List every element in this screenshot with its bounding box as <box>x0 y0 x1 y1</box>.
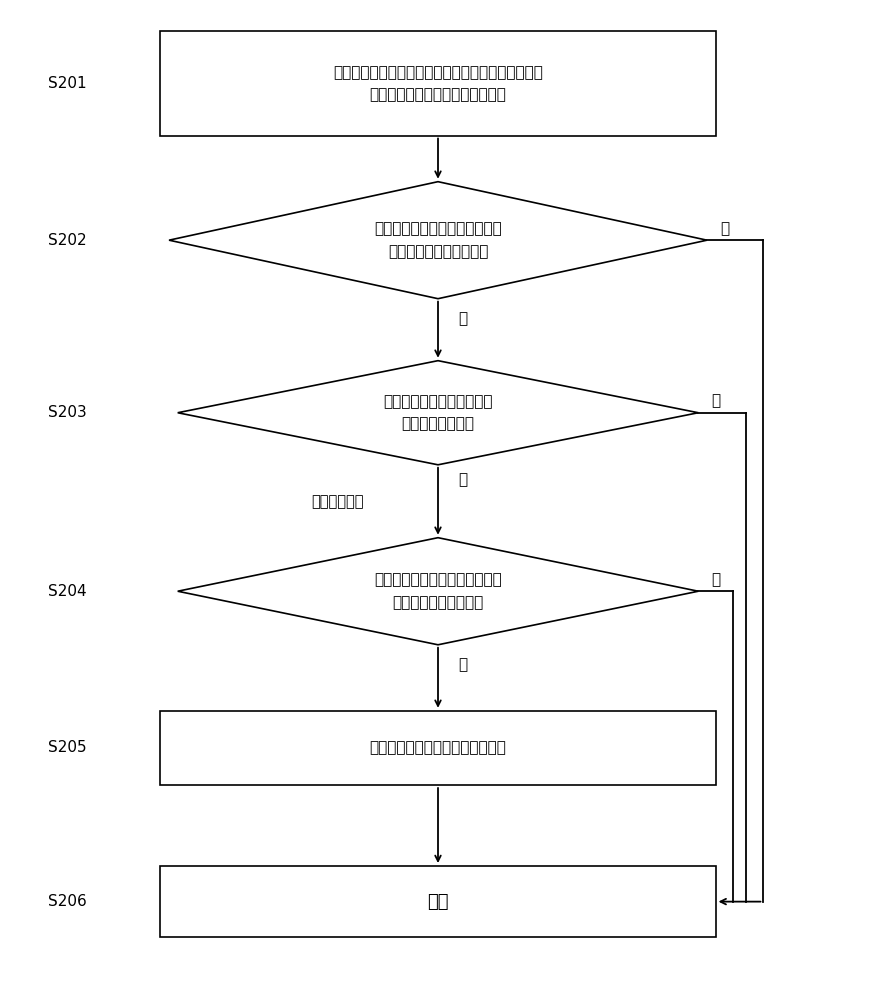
FancyBboxPatch shape <box>160 711 716 785</box>
Text: S201: S201 <box>48 76 87 91</box>
Text: 是: 是 <box>458 657 467 672</box>
Text: S205: S205 <box>48 740 87 755</box>
Text: S202: S202 <box>48 233 87 248</box>
Text: 搜索信令被中继转发的当前
次数大于预设次数: 搜索信令被中继转发的当前 次数大于预设次数 <box>384 394 492 431</box>
Text: 否: 否 <box>711 572 720 587</box>
Text: 当前次数加一: 当前次数加一 <box>312 494 364 509</box>
Polygon shape <box>178 361 698 465</box>
Polygon shape <box>178 538 698 645</box>
Text: 中继节点标识符与搜索过滤器中
包含的标识符参数匹配: 中继节点标识符与搜索过滤器中 包含的标识符参数匹配 <box>374 573 502 610</box>
Text: S204: S204 <box>48 584 87 599</box>
FancyBboxPatch shape <box>160 31 716 136</box>
Text: 是: 是 <box>711 393 720 408</box>
Text: 否: 否 <box>458 472 467 487</box>
Text: 接收发送方终端发送的搜索信令，所述搜索信令中包
括中继传输标识和中继节点标识符: 接收发送方终端发送的搜索信令，所述搜索信令中包 括中继传输标识和中继节点标识符 <box>333 65 543 102</box>
Text: S203: S203 <box>48 405 87 420</box>
Text: 将所述搜索信令转发至接收方终端: 将所述搜索信令转发至接收方终端 <box>370 740 506 755</box>
Text: 是: 是 <box>458 311 467 326</box>
Text: S206: S206 <box>48 894 87 909</box>
Text: 否: 否 <box>720 221 729 236</box>
Text: 结束: 结束 <box>427 893 449 911</box>
FancyBboxPatch shape <box>160 866 716 937</box>
Text: 搜索信令中的中继传输标识表示
搜索信令允许被中继转发: 搜索信令中的中继传输标识表示 搜索信令允许被中继转发 <box>374 222 502 259</box>
Polygon shape <box>169 182 707 299</box>
